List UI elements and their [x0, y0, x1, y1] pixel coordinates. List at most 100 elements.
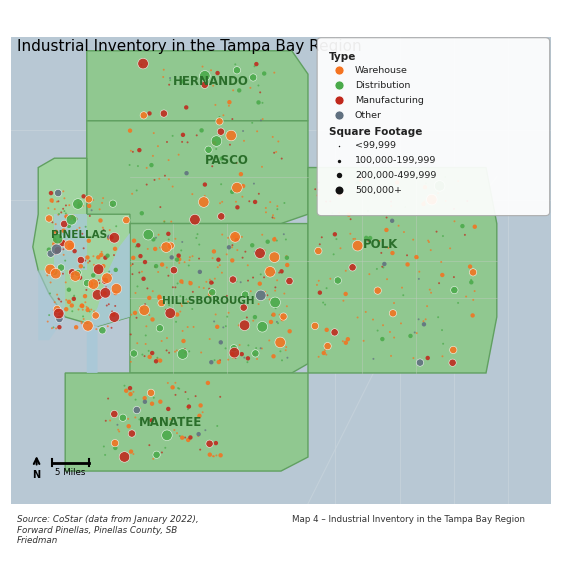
Point: [334, 66, 343, 75]
Point: [84, 258, 93, 267]
Point: [83, 321, 92, 331]
Point: [208, 162, 217, 171]
Point: [44, 245, 53, 254]
Point: [212, 451, 221, 460]
Point: [254, 98, 263, 107]
Point: [318, 233, 327, 242]
Text: 100,000-199,999: 100,000-199,999: [355, 156, 436, 165]
Point: [364, 207, 373, 216]
Point: [228, 256, 237, 265]
Point: [229, 344, 238, 353]
Point: [171, 283, 180, 292]
Point: [108, 199, 117, 208]
Point: [145, 311, 154, 320]
Point: [140, 306, 149, 315]
Point: [124, 414, 133, 423]
Point: [149, 128, 158, 138]
Point: [111, 265, 120, 275]
Point: [145, 441, 154, 450]
Point: [54, 197, 63, 206]
Point: [420, 197, 429, 206]
Point: [166, 308, 175, 318]
Point: [60, 194, 69, 203]
Point: [232, 277, 241, 286]
Point: [191, 215, 200, 224]
Polygon shape: [38, 271, 65, 340]
Point: [153, 268, 162, 277]
Point: [469, 268, 478, 277]
Polygon shape: [130, 224, 308, 373]
Point: [335, 208, 344, 217]
Point: [188, 305, 197, 314]
Point: [238, 126, 247, 135]
Point: [120, 381, 129, 390]
Point: [132, 313, 141, 322]
Polygon shape: [87, 51, 308, 121]
Text: 5 Miles: 5 Miles: [56, 468, 86, 477]
Point: [450, 217, 459, 226]
Point: [69, 294, 78, 303]
Point: [219, 323, 228, 332]
Point: [165, 241, 174, 250]
Point: [140, 397, 149, 406]
Point: [270, 213, 279, 222]
Point: [86, 280, 95, 289]
Point: [277, 310, 286, 319]
Point: [180, 433, 189, 442]
Point: [183, 297, 192, 306]
Point: [59, 226, 68, 235]
Point: [256, 270, 265, 279]
Point: [162, 346, 171, 355]
Point: [65, 200, 74, 209]
Point: [107, 233, 116, 242]
Point: [53, 234, 62, 243]
Point: [403, 260, 412, 269]
Point: [176, 307, 185, 316]
Point: [362, 233, 371, 242]
Point: [149, 454, 158, 464]
Point: [51, 247, 60, 256]
Point: [103, 321, 112, 331]
Point: [266, 267, 275, 276]
Point: [246, 83, 255, 92]
Point: [228, 243, 237, 252]
Point: [230, 233, 239, 242]
Point: [278, 356, 287, 365]
Point: [55, 263, 64, 272]
Point: [193, 230, 202, 239]
Point: [280, 199, 289, 208]
Point: [76, 256, 85, 265]
Point: [310, 321, 319, 331]
Point: [96, 294, 105, 303]
Point: [396, 319, 405, 328]
Point: [269, 351, 278, 361]
Point: [149, 393, 158, 402]
Point: [399, 291, 408, 300]
Point: [48, 218, 57, 227]
Point: [454, 177, 463, 186]
Point: [160, 240, 169, 249]
Point: [164, 229, 173, 238]
Point: [282, 302, 291, 311]
Point: [100, 289, 109, 298]
Point: [83, 306, 92, 315]
Point: [400, 228, 409, 237]
Point: [387, 201, 396, 211]
Point: [174, 251, 183, 260]
Point: [230, 231, 239, 241]
Point: [320, 345, 329, 354]
Point: [174, 150, 183, 159]
Point: [279, 312, 288, 321]
Point: [139, 59, 148, 68]
Point: [365, 269, 374, 278]
Point: [102, 293, 111, 302]
Point: [175, 259, 184, 268]
Point: [241, 290, 250, 299]
Point: [200, 71, 209, 80]
Point: [424, 238, 433, 247]
Point: [59, 250, 68, 259]
Text: Distribution: Distribution: [355, 81, 410, 90]
Point: [56, 310, 65, 319]
Point: [111, 439, 120, 448]
Point: [75, 223, 84, 232]
